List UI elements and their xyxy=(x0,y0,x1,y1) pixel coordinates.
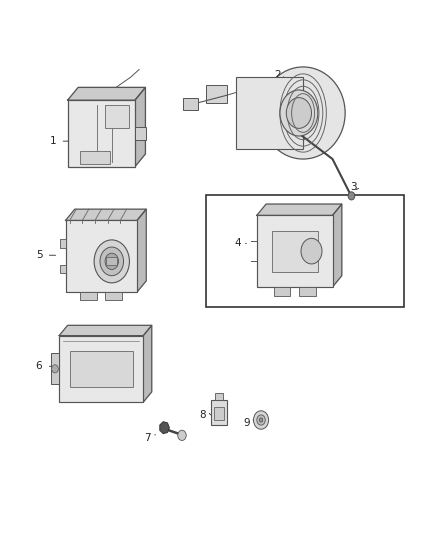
Circle shape xyxy=(259,418,263,422)
Bar xyxy=(51,353,59,384)
Bar xyxy=(66,221,137,292)
Bar xyxy=(257,215,332,287)
Circle shape xyxy=(100,247,124,276)
Bar xyxy=(70,351,133,387)
Bar xyxy=(272,231,318,272)
Bar xyxy=(59,336,143,402)
Bar xyxy=(236,77,303,149)
Text: 1: 1 xyxy=(49,136,56,146)
Circle shape xyxy=(105,253,119,270)
Polygon shape xyxy=(67,87,145,100)
Text: 3: 3 xyxy=(350,182,357,192)
Bar xyxy=(80,151,110,164)
Polygon shape xyxy=(59,325,152,336)
Bar xyxy=(135,127,146,140)
Bar xyxy=(274,287,290,296)
Polygon shape xyxy=(135,87,145,167)
Bar xyxy=(183,98,198,110)
Text: 2: 2 xyxy=(275,70,281,79)
Polygon shape xyxy=(143,325,152,402)
Ellipse shape xyxy=(286,98,311,128)
Bar xyxy=(206,195,404,308)
Bar xyxy=(212,400,226,425)
Bar xyxy=(106,292,122,300)
Text: 6: 6 xyxy=(36,361,42,372)
Ellipse shape xyxy=(261,67,345,159)
Circle shape xyxy=(254,411,268,429)
Bar xyxy=(106,257,117,265)
Circle shape xyxy=(52,365,58,373)
Bar xyxy=(80,292,97,300)
Polygon shape xyxy=(257,204,342,215)
Bar xyxy=(67,100,135,167)
Text: 7: 7 xyxy=(144,433,151,443)
Circle shape xyxy=(257,415,265,425)
Bar xyxy=(60,239,66,247)
Bar xyxy=(60,265,66,273)
Circle shape xyxy=(301,238,322,264)
Polygon shape xyxy=(137,209,146,292)
Bar xyxy=(299,287,316,296)
Circle shape xyxy=(94,240,130,283)
Circle shape xyxy=(348,192,355,200)
Text: 4: 4 xyxy=(235,238,241,248)
Polygon shape xyxy=(160,422,170,434)
Bar xyxy=(206,85,227,103)
Text: 5: 5 xyxy=(36,250,42,260)
Polygon shape xyxy=(332,204,342,287)
Bar xyxy=(215,393,223,400)
Text: 8: 8 xyxy=(200,410,206,420)
Bar xyxy=(244,82,303,144)
Polygon shape xyxy=(66,209,146,221)
Text: 9: 9 xyxy=(244,417,250,427)
Circle shape xyxy=(178,430,186,440)
Bar xyxy=(214,407,224,420)
Ellipse shape xyxy=(280,90,318,136)
Bar xyxy=(106,106,129,128)
